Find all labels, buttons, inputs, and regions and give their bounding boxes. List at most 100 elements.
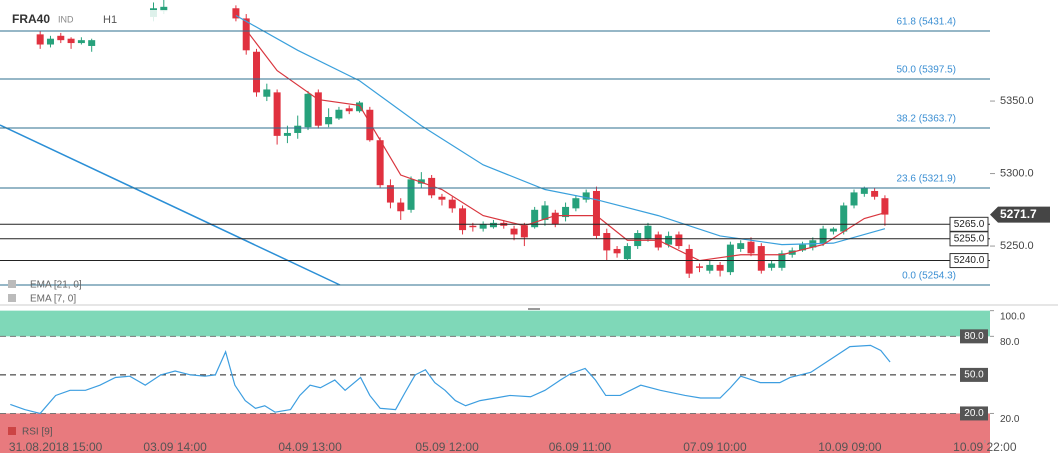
rsi-level-label: 20.0: [964, 408, 984, 419]
candle-body: [768, 263, 776, 268]
candle-body: [706, 264, 714, 271]
rsi-line: [10, 344, 891, 415]
candle-body: [531, 209, 539, 228]
y-tick-label: 5250.0: [1000, 240, 1034, 252]
candle-body: [860, 188, 868, 194]
x-tick-label: 31.08.2018 15:00: [9, 440, 103, 454]
ema-line: [235, 14, 886, 246]
candle-body: [592, 190, 600, 236]
candle-body: [67, 38, 75, 44]
candle-body: [263, 89, 271, 97]
candle-body: [283, 132, 291, 136]
level-label: 5255.0: [954, 233, 985, 244]
rsi-level-box: [960, 329, 988, 344]
rsi-y-tick-label: 80.0: [1000, 337, 1020, 348]
candle-body: [345, 108, 353, 112]
candle-body: [325, 117, 333, 125]
x-tick-label: 10.09 22:00: [953, 440, 1017, 454]
fib-label: 61.8 (5431.4): [897, 17, 957, 28]
rsi-level-box: [960, 406, 988, 421]
instrument-type: IND: [58, 14, 74, 24]
candle-body: [428, 177, 436, 196]
candle-body: [562, 206, 570, 218]
candle-body: [551, 212, 559, 225]
candle-body: [716, 264, 724, 271]
candle-body: [726, 244, 734, 273]
rsi-y-tick-label: 100.0: [1000, 311, 1025, 322]
candle-body: [572, 198, 580, 209]
ema-line: [245, 29, 886, 262]
candle-body: [644, 225, 652, 239]
symbol-header-bg: [4, 10, 174, 29]
legend-label: EMA [7, 0]: [30, 294, 76, 305]
fib-label: 50.0 (5397.5): [897, 65, 957, 76]
candle-body: [448, 199, 456, 209]
x-tick-label: 10.09 09:00: [818, 440, 882, 454]
level-label: 5265.0: [954, 219, 985, 230]
x-tick-label: 04.09 13:00: [278, 440, 342, 454]
candle-body: [829, 228, 837, 232]
candle-body: [510, 228, 518, 235]
candle-body: [36, 34, 44, 45]
x-tick-label: 05.09 12:00: [415, 440, 479, 454]
candle-body: [489, 222, 497, 228]
legend-icon[interactable]: [8, 280, 16, 288]
candle-body: [654, 234, 662, 248]
candle-body: [737, 243, 745, 249]
legend-icon[interactable]: [8, 294, 16, 302]
candle-body: [520, 225, 528, 238]
candle-body: [871, 190, 879, 197]
x-tick-label: 03.09 14:00: [143, 440, 207, 454]
oversold-zone: [0, 413, 990, 453]
candle-body: [757, 246, 765, 271]
timeframe[interactable]: H1: [103, 14, 117, 26]
candle-body: [582, 192, 590, 200]
fib-label: 23.6 (5321.9): [897, 174, 957, 185]
candle-body: [819, 228, 827, 244]
candle-body: [479, 224, 487, 229]
price-tag-label: 5271.7: [1000, 207, 1037, 221]
trend-line: [0, 124, 341, 286]
candle-body: [335, 109, 343, 119]
candle-body: [88, 40, 96, 46]
candle-body: [850, 192, 858, 206]
candle-body: [665, 235, 673, 245]
candle-body: [799, 244, 807, 251]
candle-body: [695, 266, 703, 268]
candle-body: [294, 125, 302, 133]
candle-body: [840, 205, 848, 232]
candle-body: [253, 51, 261, 93]
indicator-label: RSI [9]: [22, 427, 53, 438]
candle-body: [77, 40, 85, 44]
candle-body: [57, 35, 65, 41]
candle-body: [46, 38, 54, 45]
candle-body: [603, 233, 611, 251]
candle-body: [685, 248, 693, 274]
candle-body: [376, 140, 384, 186]
level-label: 5240.0: [954, 255, 985, 266]
y-tick-label: 5350.0: [1000, 95, 1034, 107]
candle-body: [356, 102, 364, 112]
legend-label: EMA [21, 0]: [30, 280, 82, 291]
level-box: [949, 253, 989, 269]
candle-body: [232, 8, 240, 19]
candle-body: [304, 93, 312, 128]
legend-icon[interactable]: [8, 427, 16, 435]
rsi-y-tick-label: 20.0: [1000, 414, 1020, 425]
rsi-level-label: 50.0: [964, 370, 984, 381]
rsi-level-box: [960, 367, 988, 382]
symbol[interactable]: FRA40: [12, 12, 50, 26]
x-tick-label: 06.09 11:00: [549, 440, 612, 454]
candle-body: [675, 234, 683, 247]
candle-body: [407, 179, 415, 210]
candle-body: [273, 92, 281, 136]
candle-body: [397, 202, 405, 212]
candle-body: [541, 205, 549, 220]
candle-body: [160, 6, 168, 12]
candle-body: [747, 241, 755, 254]
x-tick-label: 07.09 10:00: [683, 440, 747, 454]
y-tick-label: 5300.0: [1000, 167, 1034, 179]
candle-body: [634, 233, 642, 247]
candle-body: [469, 225, 477, 228]
fib-label: 38.2 (5363.7): [897, 114, 957, 125]
